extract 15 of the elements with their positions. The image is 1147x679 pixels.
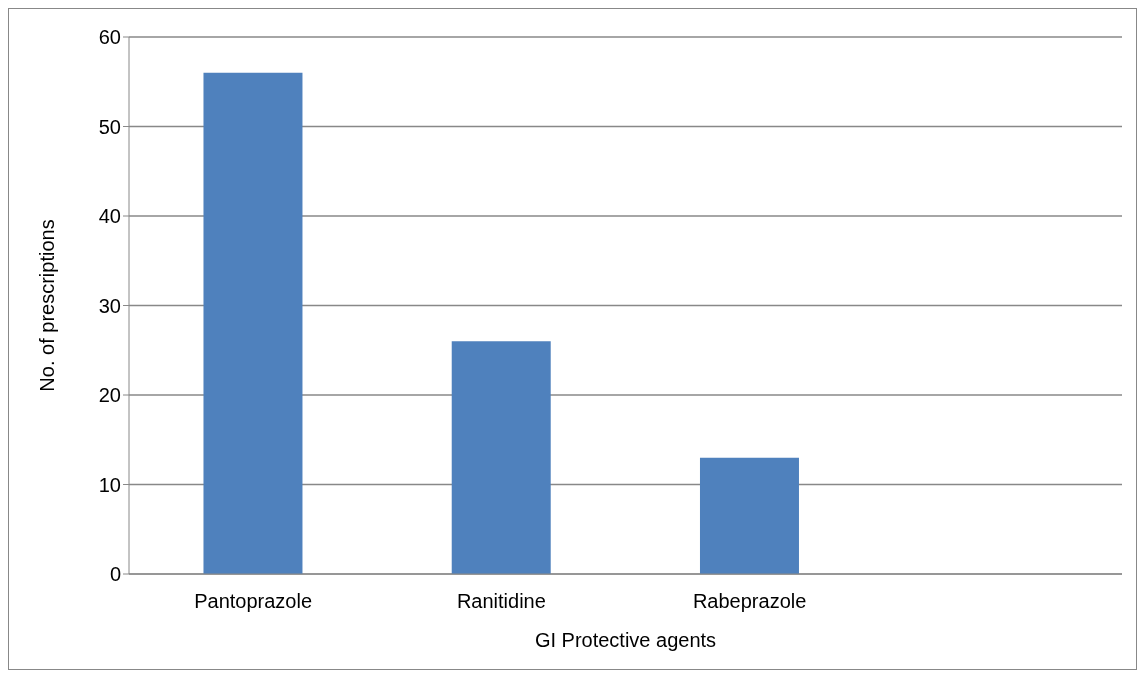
bar xyxy=(203,72,303,574)
y-tick-label: 20 xyxy=(98,384,121,407)
y-tick-label: 10 xyxy=(98,473,121,496)
y-tick-label: 40 xyxy=(98,205,121,228)
x-tick-label: Rabeprazole xyxy=(692,590,807,613)
y-axis-title: No. of prescriptions xyxy=(36,219,59,392)
bar xyxy=(699,457,799,574)
y-tick-label: 50 xyxy=(98,115,121,138)
y-tick-label: 60 xyxy=(98,26,121,49)
x-tick-label: Ranitidine xyxy=(456,590,546,613)
x-tick-label: Pantoprazole xyxy=(194,590,313,613)
bar xyxy=(451,341,551,574)
y-tick-label: 30 xyxy=(98,294,121,317)
x-axis-title: GI Protective agents xyxy=(534,629,717,651)
y-tick-label: 0 xyxy=(109,563,121,586)
